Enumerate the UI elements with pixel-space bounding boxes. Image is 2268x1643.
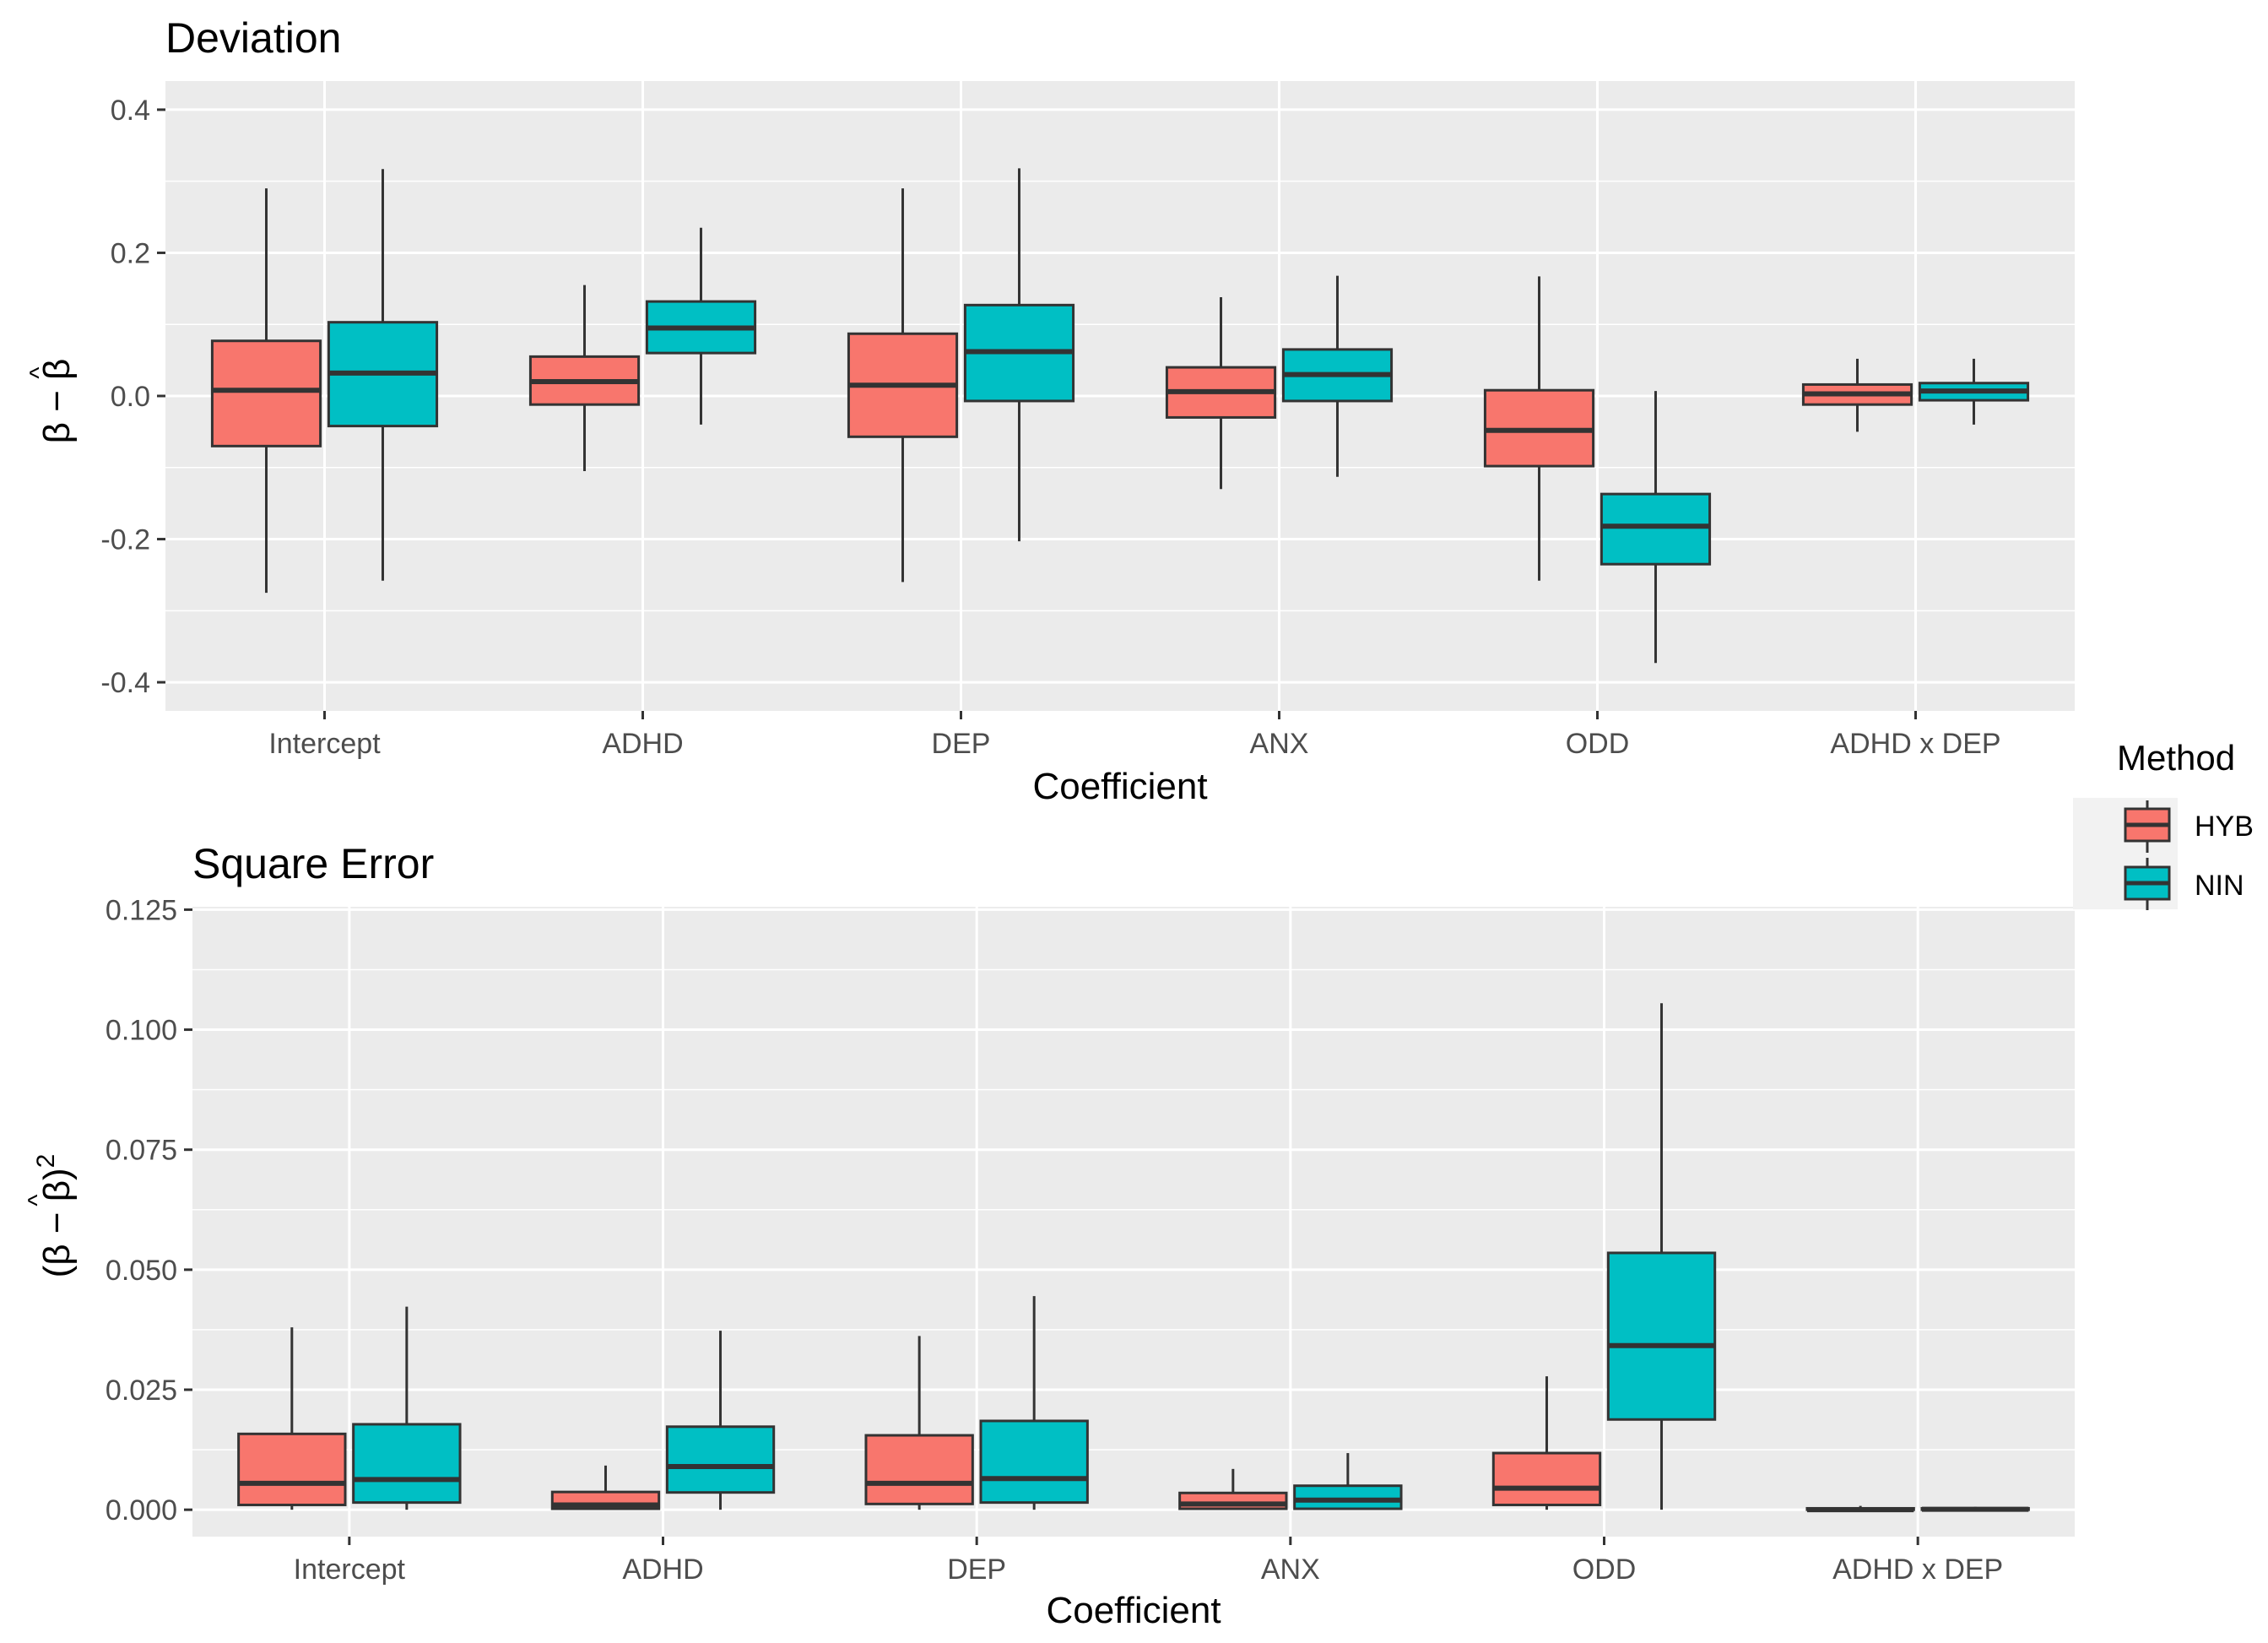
box-nin-adhd bbox=[665, 1331, 776, 1510]
box-hyb-dep bbox=[847, 188, 959, 583]
y-tick-label: 0.2 bbox=[111, 237, 150, 269]
box-hyb-adhd-x-dep bbox=[1805, 1505, 1915, 1513]
x-tick-label: DEP bbox=[947, 1554, 1006, 1586]
hat-mark: ^ bbox=[24, 1195, 51, 1206]
y-tick-label: 0.100 bbox=[106, 1015, 177, 1047]
x-tick-label: ANX bbox=[1250, 728, 1309, 760]
box-hyb-adhd-x-dep bbox=[1801, 358, 1913, 432]
x-tick-label: ODD bbox=[1572, 1554, 1637, 1586]
x-tick-label: ADHD x DEP bbox=[1832, 1554, 2003, 1586]
box-iqr bbox=[1600, 492, 1712, 566]
box-nin-intercept bbox=[327, 169, 439, 581]
legend-item-nin: NIN bbox=[2124, 858, 2244, 910]
square-error-x-axis-title: Coefficient bbox=[1046, 1590, 1221, 1631]
box-hyb-intercept bbox=[210, 188, 322, 594]
box-hyb-adhd bbox=[528, 285, 641, 472]
x-tick-label: Intercept bbox=[268, 728, 381, 760]
box-nin-anx bbox=[1293, 1453, 1403, 1510]
box-nin-odd bbox=[1600, 391, 1712, 664]
y-tick-label: 0.4 bbox=[111, 95, 150, 127]
box-nin-dep bbox=[963, 168, 1075, 542]
panel-background bbox=[192, 907, 2075, 1537]
box-nin-odd bbox=[1606, 1003, 1717, 1510]
y-tick-label: 0.025 bbox=[106, 1375, 177, 1407]
box-hyb-intercept bbox=[237, 1327, 347, 1510]
deviation-y-axis-title: β − β^ bbox=[25, 359, 78, 444]
box-hyb-anx bbox=[1165, 297, 1277, 490]
y-tick-label: 0.0 bbox=[111, 381, 150, 413]
box-iqr bbox=[665, 1425, 776, 1494]
box-nin-anx bbox=[1281, 275, 1394, 477]
box-iqr bbox=[1606, 1251, 1717, 1421]
square-error-panel: Square Error Coefficient (β − β)2^ 0.000… bbox=[24, 840, 2075, 1631]
x-tick-label: ODD bbox=[1566, 728, 1630, 760]
box-nin-dep bbox=[979, 1296, 1089, 1510]
box-hyb-dep bbox=[864, 1336, 974, 1510]
box-iqr bbox=[210, 339, 322, 447]
x-tick-label: ANX bbox=[1261, 1554, 1320, 1586]
box-iqr bbox=[1491, 1451, 1602, 1506]
y-tick-label: -0.2 bbox=[100, 524, 150, 556]
deviation-panel: Deviation Coefficient β − β^ -0.4 -0.2 0.0… bbox=[25, 14, 2075, 807]
x-tick-label: ADHD bbox=[622, 1554, 703, 1586]
square-error-title: Square Error bbox=[192, 840, 434, 887]
x-tick-label: ADHD x DEP bbox=[1830, 728, 2000, 760]
hat-mark: ^ bbox=[25, 367, 53, 379]
legend-label-hyb: HYB bbox=[2195, 811, 2254, 843]
y-tick-label: -0.4 bbox=[100, 667, 150, 699]
y-tick-label: 0.075 bbox=[106, 1135, 177, 1167]
box-nin-adhd-x-dep bbox=[1918, 358, 2030, 425]
box-hyb-anx bbox=[1178, 1468, 1288, 1510]
box-hyb-adhd bbox=[550, 1465, 661, 1510]
box-iqr bbox=[237, 1432, 347, 1506]
x-tick-label: ADHD bbox=[602, 728, 683, 760]
box-iqr bbox=[352, 1423, 462, 1505]
square-error-y-axis-title: (β − β)2^ bbox=[24, 1154, 78, 1278]
box-nin-adhd bbox=[645, 227, 757, 425]
box-hyb-odd bbox=[1491, 1376, 1602, 1510]
box-iqr bbox=[1293, 1484, 1403, 1510]
box-iqr bbox=[979, 1419, 1089, 1505]
box-nin-intercept bbox=[352, 1306, 462, 1510]
y-tick-label: 0.125 bbox=[106, 894, 177, 926]
superscript-2: 2 bbox=[32, 1154, 60, 1169]
deviation-x-axis-title: Coefficient bbox=[1032, 766, 1207, 807]
legend-item-hyb: HYB bbox=[2124, 800, 2254, 853]
x-tick-label: DEP bbox=[932, 728, 991, 760]
box-nin-adhd-x-dep bbox=[1920, 1506, 2030, 1512]
x-tick-label: Intercept bbox=[294, 1554, 406, 1586]
y-tick-label: 0.000 bbox=[106, 1494, 177, 1526]
legend-label-nin: NIN bbox=[2195, 870, 2244, 902]
deviation-title: Deviation bbox=[165, 14, 341, 62]
box-hyb-odd bbox=[1483, 276, 1595, 581]
legend: Method HYB NIN bbox=[2073, 738, 2254, 910]
legend-title: Method bbox=[2117, 738, 2235, 778]
box-iqr bbox=[864, 1434, 974, 1505]
y-tick-label: 0.050 bbox=[106, 1255, 177, 1287]
